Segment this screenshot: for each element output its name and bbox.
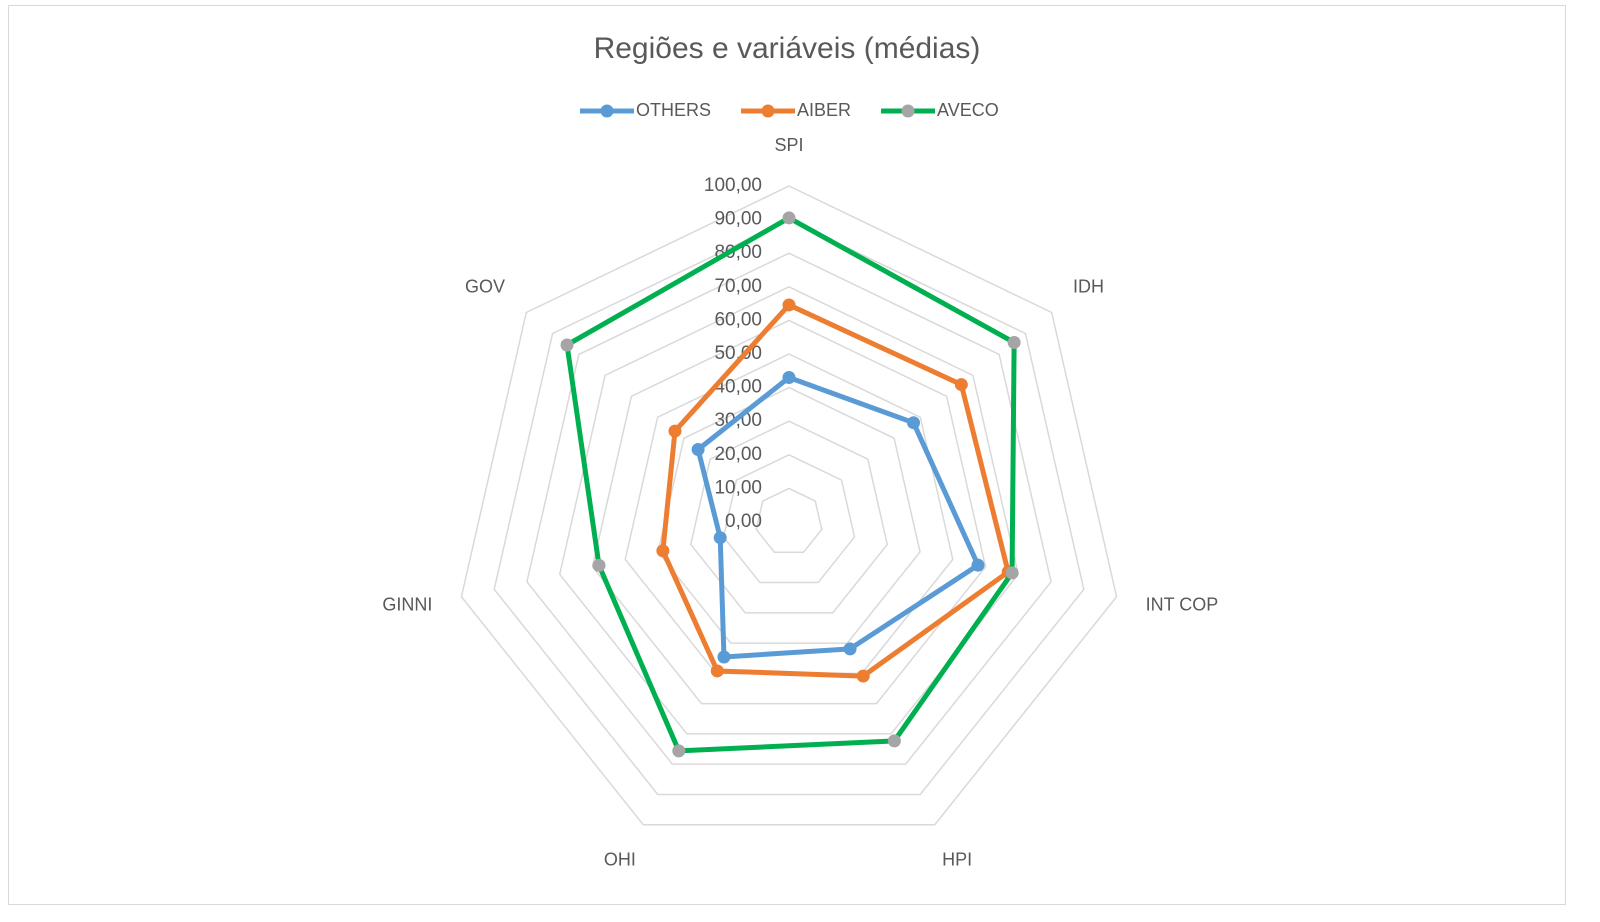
data-point (843, 642, 857, 656)
chart-title: Regiões e variáveis (médias) (594, 32, 981, 65)
category-label: HPI (942, 850, 972, 870)
series-line (564, 215, 1017, 754)
legend-marker (761, 104, 775, 118)
data-point (691, 443, 705, 457)
data-point (592, 558, 606, 572)
r-tick-label: 70,00 (714, 276, 762, 297)
category-label: GINNI (382, 594, 432, 614)
grid-ring (689, 420, 889, 614)
data-point (668, 424, 682, 438)
data-point (560, 338, 574, 352)
grid (460, 185, 1118, 826)
series-line (695, 375, 981, 660)
grid-ring (558, 285, 1020, 735)
data-point (672, 744, 686, 758)
data-point (717, 650, 731, 664)
data-point (971, 558, 985, 572)
grid-ring (657, 386, 921, 644)
data-point (887, 734, 901, 748)
data-point (782, 371, 796, 385)
category-label: INT COP (1146, 594, 1219, 614)
r-tick-label: 90,00 (714, 209, 762, 230)
legend-label: AVECO (937, 100, 999, 120)
legend-label: OTHERS (636, 100, 711, 120)
data-point (954, 378, 968, 392)
data-point (713, 531, 727, 545)
r-tick-label: 0,00 (725, 511, 762, 532)
grid-ring (493, 218, 1085, 796)
series-line (660, 302, 1011, 679)
legend: OTHERS AIBER AVECO (580, 100, 999, 120)
grid-ring (591, 319, 987, 705)
category-label: GOV (465, 276, 505, 296)
category-label: SPI (774, 135, 803, 155)
r-tick-label: 60,00 (714, 309, 762, 330)
grid-ring (460, 185, 1118, 826)
tick-labels: 0,0010,0020,0030,0040,0050,0060,0070,008… (704, 175, 762, 532)
data-point (782, 211, 796, 225)
grid-ring (526, 252, 1052, 765)
data-point (656, 544, 670, 558)
data-point (1005, 566, 1019, 580)
grid-ring (722, 453, 856, 584)
legend-marker (901, 104, 915, 118)
data-point (856, 669, 870, 683)
r-tick-label: 20,00 (714, 444, 762, 465)
data-point (907, 416, 921, 430)
legend-marker (600, 104, 614, 118)
r-tick-label: 100,00 (704, 175, 762, 196)
data-point (710, 664, 724, 678)
grid-ring (755, 487, 823, 554)
category-label: OHI (604, 850, 636, 870)
data-point (782, 298, 796, 312)
category-label: IDH (1073, 276, 1104, 296)
series (560, 211, 1021, 758)
data-point (1007, 335, 1021, 349)
r-tick-label: 80,00 (714, 242, 762, 263)
r-tick-label: 40,00 (714, 377, 762, 398)
category-labels: SPI IDH INT COP HPI OHI GINNI GOV (382, 135, 1218, 870)
r-tick-label: 10,00 (714, 477, 762, 498)
legend-label: AIBER (797, 100, 851, 120)
